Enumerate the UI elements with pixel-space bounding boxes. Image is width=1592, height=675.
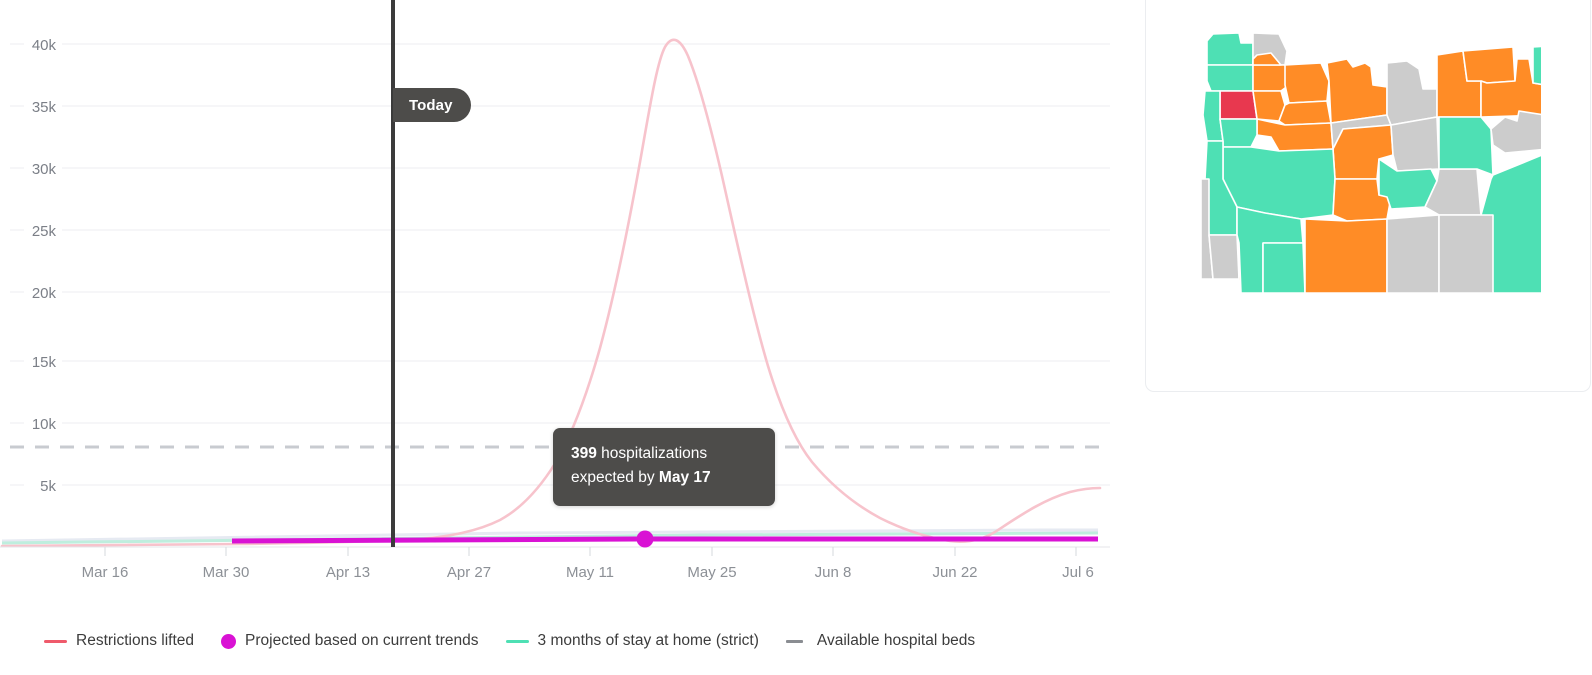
tooltip-date: May 17 [658,469,711,487]
county-region[interactable] [1206,64,1254,92]
x-tick-apr-13: Apr 13 [326,564,370,581]
county-region[interactable] [1332,178,1392,222]
county-region[interactable] [1386,60,1438,126]
series-3-months-stay-at-home [1,531,1099,545]
series-restrictions-lifted [0,38,1102,548]
county-region[interactable] [1219,118,1258,148]
y-tick-5k: 5k [40,478,56,495]
legend-item-stay-at-home[interactable]: 3 months of stay at home (strict) [505,632,759,650]
legend-dot-icon [221,633,237,649]
x-tick-jun-22: Jun 22 [932,564,977,581]
y-tick-25k: 25k [32,223,57,240]
x-tick-mar-30: Mar 30 [203,564,250,581]
county-region[interactable] [1386,214,1440,294]
county-region[interactable] [1490,110,1541,154]
y-tick-20k: 20k [32,285,57,302]
series-projected-current-trends [231,536,1098,544]
county-region[interactable] [1438,214,1494,294]
county-region[interactable] [1256,118,1334,152]
y-tick-15k: 15k [32,354,57,371]
projection-tooltip: 399 hospitalizations expected by May 17 [553,428,775,507]
y-gridlines [62,43,1110,486]
county-region[interactable] [1208,234,1240,280]
tooltip-prefix: expected by [571,469,659,487]
county-selected[interactable] [1219,90,1258,120]
y-tick-40k: 40k [32,37,57,54]
y-tick-30k: 30k [32,161,57,178]
legend-label-projected: Projected based on current trends [245,632,479,649]
legend-item-projected[interactable]: Projected based on current trends [221,632,479,650]
county-region[interactable] [1438,116,1494,176]
today-badge: Today [393,88,471,122]
legend-label-stay-at-home: 3 months of stay at home (strict) [537,632,759,649]
y-tick-35k: 35k [32,99,57,116]
county-region[interactable] [1480,151,1541,294]
county-map-card [1145,0,1591,392]
legend-item-restrictions-lifted[interactable]: Restrictions lifted [44,632,194,650]
county-region[interactable] [1252,64,1290,92]
x-tick-jun-8: Jun 8 [815,564,852,581]
projected-data-point[interactable] [636,530,654,548]
tooltip-unit: hospitalizations [596,445,708,462]
legend-label-hospital-beds: Available hospital beds [816,632,976,649]
x-tick-apr-27: Apr 27 [447,564,491,581]
legend-label-restrictions-lifted: Restrictions lifted [76,632,195,649]
x-tick-jul-6: Jul 6 [1062,564,1094,581]
county-region[interactable] [1390,116,1440,172]
tooltip-value: 399 [571,445,597,462]
county-region[interactable] [1532,45,1541,115]
county-region[interactable] [1462,46,1516,84]
county-region[interactable] [1262,242,1306,294]
x-tick-may-11: May 11 [566,564,614,581]
series-ghost-line [1,528,1099,543]
x-tick-mar-16: Mar 16 [82,564,129,581]
county-region[interactable] [1304,218,1388,294]
x-tick-marks [104,547,1077,556]
county-region[interactable] [1206,32,1254,66]
x-tick-may-25: May 25 [687,564,736,581]
county-region[interactable] [1278,100,1332,126]
y-tick-10k: 10k [32,416,57,433]
y-tick-marks [10,43,24,486]
chart-plot-area: 40k 35k 30k 25k 20k 15k 10k 5k [0,0,1110,581]
hospitalization-chart: 40k 35k 30k 25k 20k 15k 10k 5k [0,0,1110,650]
legend-dash-icon [785,639,803,643]
legend-item-hospital-beds[interactable]: Available hospital beds [785,632,976,650]
x-axis-labels: Mar 16 Mar 30 Apr 13 Apr 27 May 11 May 2… [82,564,1094,581]
county-region[interactable] [1326,58,1388,124]
legend-line-icon [505,639,529,643]
oregon-county-map[interactable] [1201,29,1541,299]
county-region[interactable] [1252,52,1282,66]
y-axis-labels: 40k 35k 30k 25k 20k 15k 10k 5k [32,37,57,495]
legend-line-icon [44,639,67,643]
county-region[interactable] [1202,90,1224,142]
county-region[interactable] [1284,62,1330,104]
chart-legend: Restrictions lifted Projected based on c… [44,632,975,650]
today-badge-label: Today [409,96,453,114]
